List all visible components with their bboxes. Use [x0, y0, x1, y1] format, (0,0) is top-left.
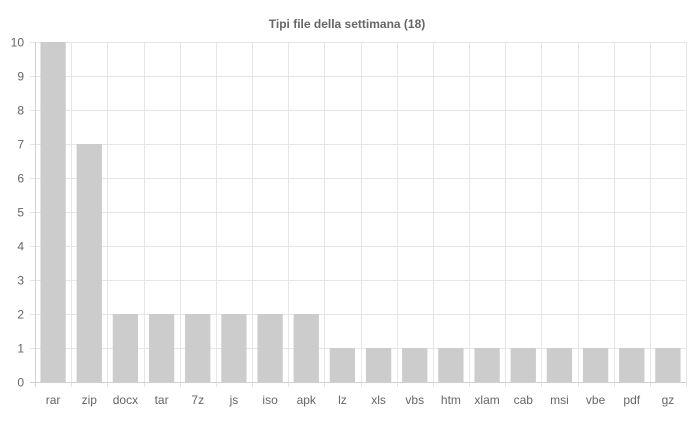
y-tick-label: 6 — [17, 172, 24, 186]
bar-iso — [257, 314, 283, 382]
y-tick-label: 3 — [17, 274, 24, 288]
x-tick-label-js: js — [229, 393, 239, 407]
bar-htm — [438, 348, 464, 382]
bar-rar — [40, 42, 66, 382]
x-tick-label-pdf: pdf — [623, 393, 640, 407]
bar-xls — [365, 348, 392, 382]
x-tick-label-htm: htm — [441, 393, 461, 407]
y-tick-label: 4 — [17, 240, 24, 254]
x-tick-label-xls: xls — [371, 393, 386, 407]
bars — [40, 42, 681, 382]
bar-7z — [185, 314, 211, 382]
bar-lz — [329, 348, 356, 382]
y-tick-label: 10 — [11, 36, 25, 50]
x-tick-label-xlam: xlam — [474, 393, 499, 407]
x-tick-label-lz: lz — [338, 393, 347, 407]
y-tick-label: 1 — [17, 342, 24, 356]
x-tick-label-apk: apk — [297, 393, 317, 407]
x-tick-label-msi: msi — [550, 393, 569, 407]
bar-pdf — [619, 348, 645, 382]
y-tick-label: 0 — [17, 376, 24, 390]
bar-js — [221, 314, 247, 382]
bar-msi — [546, 348, 573, 382]
bar-vbe — [582, 348, 609, 382]
x-tick-label-iso: iso — [262, 393, 278, 407]
y-tick-label: 8 — [17, 104, 24, 118]
bar-apk — [293, 314, 319, 382]
y-tick-label: 7 — [17, 138, 24, 152]
y-tick-label: 5 — [17, 206, 24, 220]
bar-tar — [148, 314, 175, 382]
x-tick-label-cab: cab — [514, 393, 534, 407]
bar-cab — [510, 348, 536, 382]
x-tick-label-tar: tar — [155, 393, 169, 407]
x-tick-label-vbs: vbs — [405, 393, 424, 407]
x-tick-label-rar: rar — [46, 393, 61, 407]
x-tick-label-zip: zip — [82, 393, 98, 407]
bar-docx — [112, 314, 139, 382]
bar-vbs — [402, 348, 428, 382]
x-tick-label-docx: docx — [113, 393, 138, 407]
y-tick-label: 2 — [17, 308, 24, 322]
bar-zip — [76, 144, 102, 382]
axes — [35, 42, 686, 383]
y-tick-labels: 0 1 2 3 4 5 6 7 8 9 10 — [11, 36, 25, 390]
x-tick-label-7z: 7z — [191, 393, 204, 407]
bar-xlam — [474, 348, 500, 382]
x-tick-labels: rar zip docx tar 7z js iso apk lz xls vbs htm xlam ca… — [46, 393, 675, 407]
bar-gz — [655, 348, 681, 382]
y-tick-label: 9 — [17, 70, 24, 84]
x-tick-label-gz: gz — [662, 393, 675, 407]
chart-title: Tipi file della settimana (18) — [269, 17, 426, 31]
x-tick-label-vbe: vbe — [586, 393, 606, 407]
